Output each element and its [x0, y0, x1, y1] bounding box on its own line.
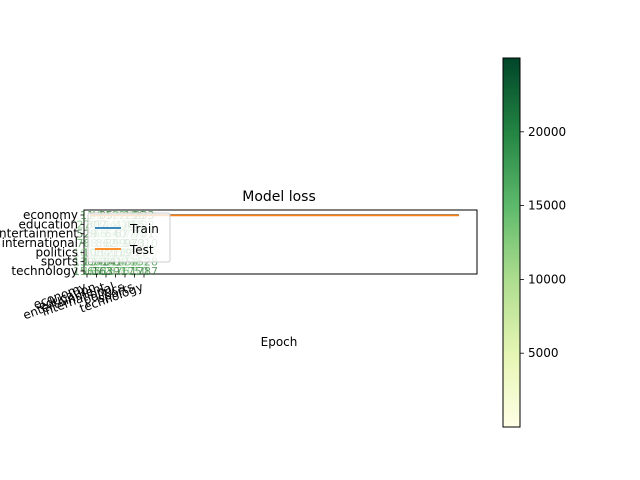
colorbar-tick-label: 15000 — [528, 199, 566, 213]
matrix-cell-number: 1787 — [130, 265, 158, 278]
matrix-cell-number: 1565 — [73, 265, 101, 278]
matrix-cell-number: 1713 — [111, 265, 139, 278]
y-tick-label: entertainment — [0, 227, 78, 241]
legend-test-label: Test — [129, 243, 154, 257]
plot-area — [83, 209, 478, 275]
y-tick-label: sports — [41, 255, 78, 269]
y-axis-ticks: economyeducationentertainmentinternation… — [0, 208, 84, 278]
colorbar-ticks: 5000 10000 15000 20000 — [520, 125, 566, 360]
colorbar-tick-label: 10000 — [528, 272, 566, 286]
legend-box — [87, 212, 171, 263]
y-tick-label: politics — [35, 245, 78, 259]
x-axis-ticks: economyeducationentertainmentinternation… — [21, 274, 145, 322]
y-tick-label: technology — [11, 264, 78, 278]
legend: Train Test — [87, 212, 171, 263]
legend-train-label: Train — [129, 222, 159, 236]
colorbar: 5000 10000 15000 20000 — [502, 57, 566, 428]
matrix-cell-number: 1676 — [102, 265, 130, 278]
colorbar-tick-label: 5000 — [528, 346, 559, 360]
matrix-cell-number: 1639 — [92, 265, 120, 278]
chart-title: Model loss — [242, 189, 316, 205]
y-tick-label: economy — [23, 208, 78, 222]
colorbar-gradient — [502, 57, 521, 428]
x-axis-label: Epoch — [261, 335, 298, 349]
y-tick-label: education — [18, 217, 78, 231]
matrix-cell-number: 1602 — [83, 265, 111, 278]
y-tick-label: international — [2, 236, 78, 250]
matrix-cell-number: 1750 — [121, 265, 149, 278]
colorbar-tick-label: 20000 — [528, 125, 566, 139]
